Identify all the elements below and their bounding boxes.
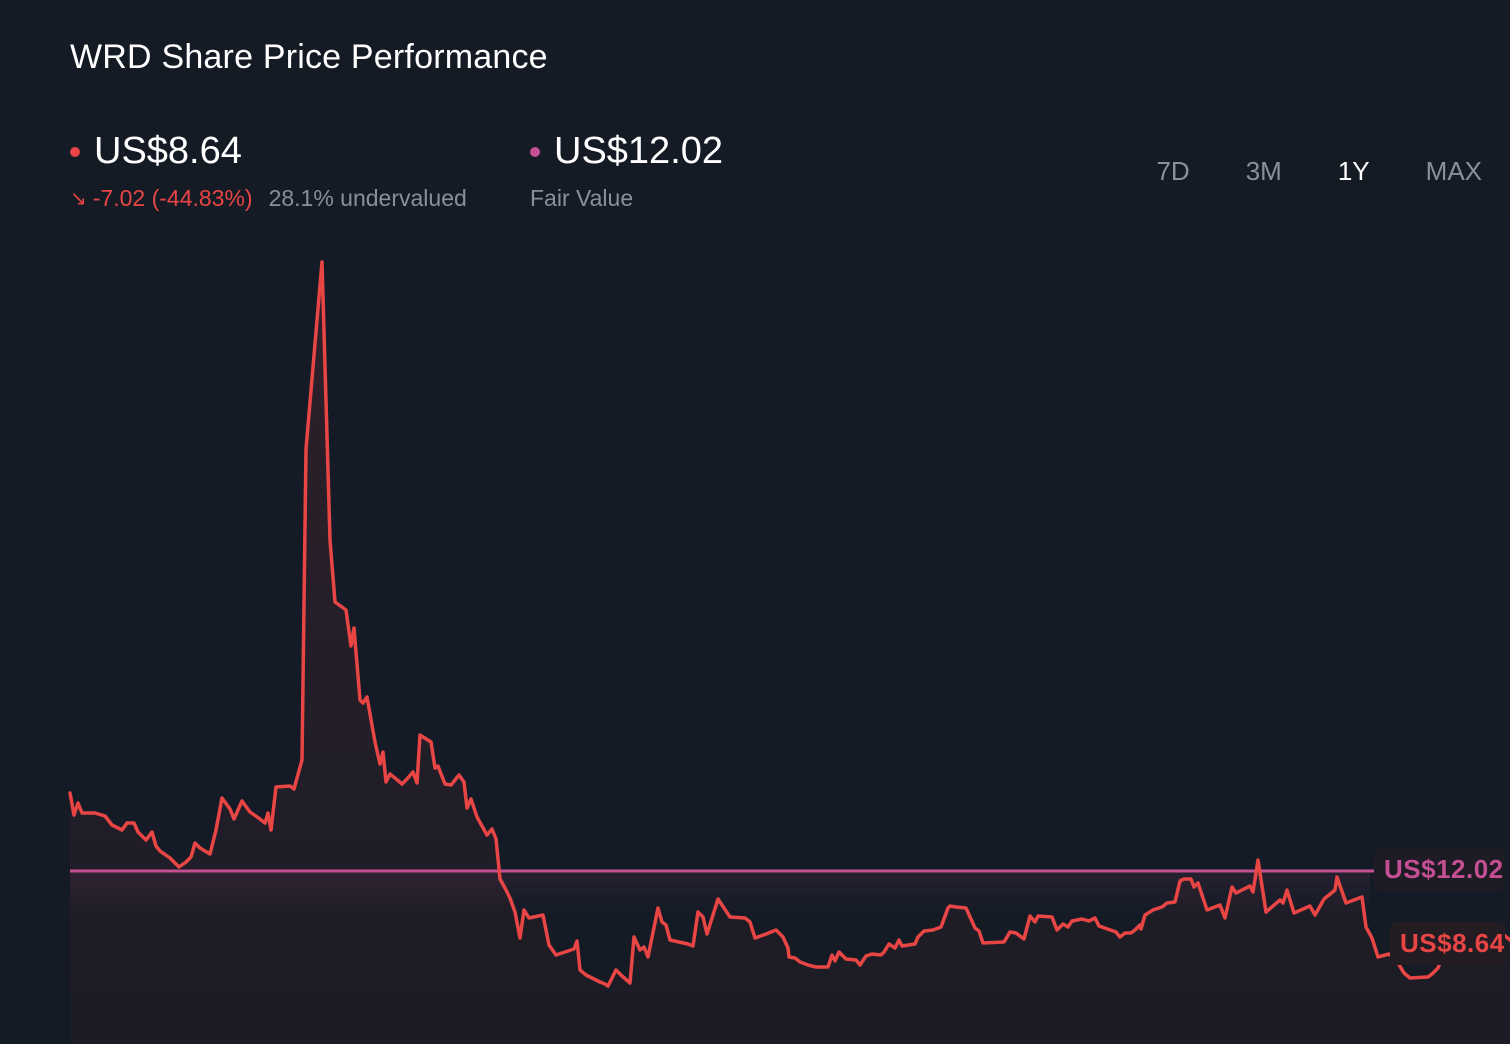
range-1y[interactable]: 1Y (1310, 156, 1398, 187)
price-area-fill (70, 262, 1510, 1044)
price-change: ↘ -7.02 (-44.83%) (70, 185, 253, 212)
price-line (68, 260, 1510, 988)
range-7d[interactable]: 7D (1128, 156, 1217, 187)
price-dot-icon (70, 146, 80, 157)
time-range-selector: 7D 3M 1Y MAX (1128, 156, 1482, 187)
fair-value-price: US$12.02 (554, 130, 724, 172)
chart-title: WRD Share Price Performance (70, 38, 548, 76)
fair-value-tag: US$12.02 (1374, 848, 1504, 891)
fair-value-label: Fair Value (530, 185, 634, 211)
arrow-down-right-icon: ↘ (70, 188, 87, 210)
current-price: US$8.64 (94, 130, 242, 172)
valuation-text: 28.1% undervalued (268, 185, 467, 211)
current-price-tag: US$8.64 (1390, 922, 1505, 965)
price-change-value: -7.02 (-44.83%) (92, 185, 253, 211)
range-3m[interactable]: 3M (1218, 156, 1310, 187)
price-legend: US$8.64 ↘ -7.02 (-44.83%) 28.1% underval… (70, 130, 467, 212)
fair-value-dot-icon (530, 146, 540, 157)
range-max[interactable]: MAX (1398, 156, 1482, 187)
fair-value-legend: US$12.02 Fair Value (530, 130, 723, 212)
